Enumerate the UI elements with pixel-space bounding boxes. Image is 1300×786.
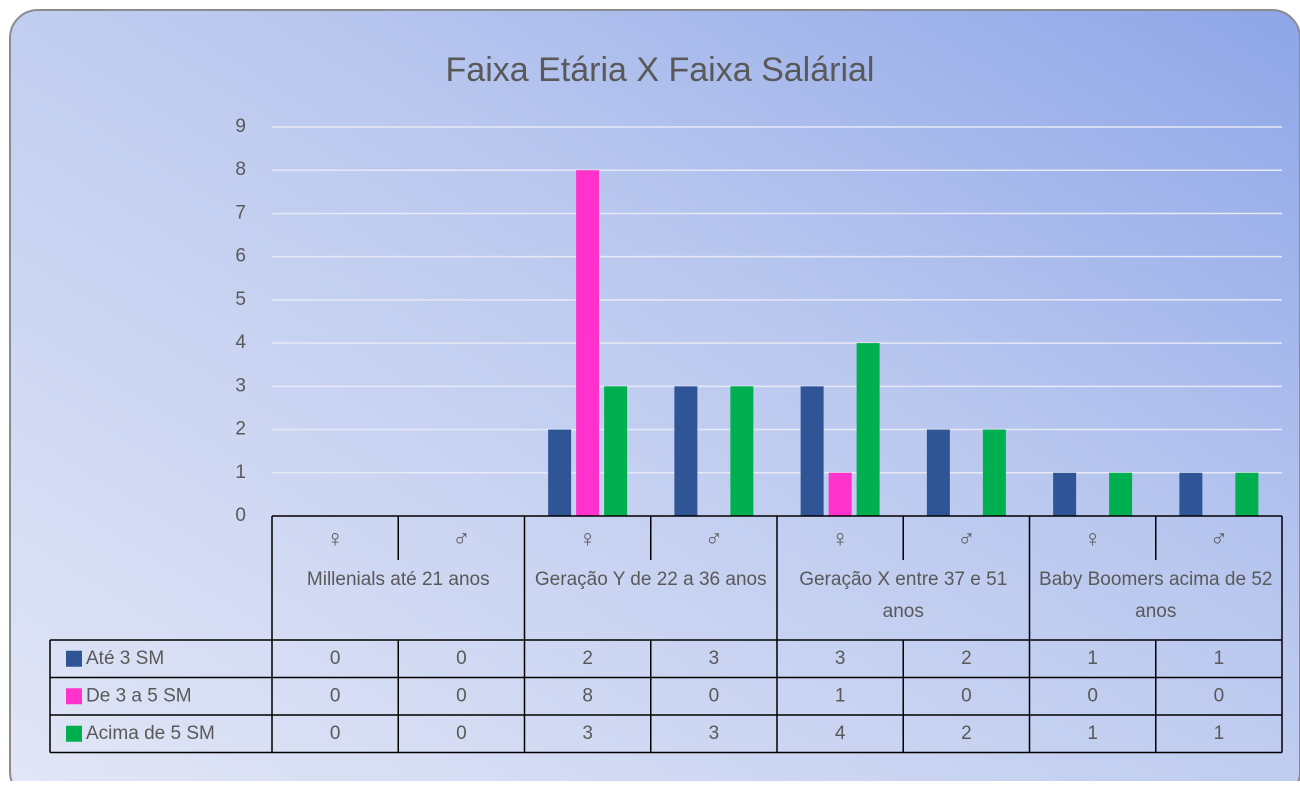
table-value: 0 [330,685,341,706]
y-tick-label: 4 [235,332,246,353]
x-tick-label: ♀ [1084,525,1102,552]
legend-key [66,725,82,742]
bar [604,386,628,516]
group-label-box: Geração Y de 22 a 36 anos [534,569,767,590]
bar [856,343,880,516]
table-value: 1 [1214,723,1225,744]
table-value: 3 [709,723,720,744]
bar [1179,472,1203,516]
x-tick-label: ♀ [831,525,849,552]
group-label: Geração Y de 22 a 36 anos [534,569,767,590]
group-label-box: Millenials até 21 anos [306,569,490,590]
table-value: 0 [456,648,467,669]
group-label: Millenials até 21 anos [306,569,490,590]
legend-key [66,688,82,705]
y-tick-label: 3 [235,375,246,396]
table-value: 3 [835,648,846,669]
table-value: 8 [582,685,593,706]
bar [730,386,754,516]
bar [926,429,950,516]
y-tick-label: 5 [235,289,246,310]
table-value: 0 [961,685,972,706]
table-value: 2 [961,723,972,744]
x-tick-label: ♂ [957,525,975,552]
x-tick-label: ♂ [1210,525,1228,552]
y-tick-label: 2 [235,419,246,440]
chart-title: Faixa Etária X Faixa Salárial [446,51,875,89]
legend-label: Acima de 5 SM [86,723,215,744]
table-value: 0 [709,685,720,706]
legend-label: De 3 a 5 SM [86,685,192,706]
table-value: 0 [456,723,467,744]
table-value: 0 [330,648,341,669]
table-value: 2 [961,648,972,669]
table-value: 0 [456,685,467,706]
y-tick-label: 7 [235,202,246,223]
y-tick-label: 0 [235,505,246,526]
bar [828,472,852,516]
x-tick-label: ♀ [579,525,597,552]
group-label: Geração X entre 37 e 51 anos [799,569,1008,622]
y-tick-label: 8 [235,159,246,180]
table-value: 0 [1087,685,1098,706]
table-value: 2 [582,648,593,669]
bar [1235,472,1259,516]
group-label-box: Geração X entre 37 e 51 anos [799,569,1008,622]
legend-key [66,650,82,667]
x-tick-label: ♂ [705,525,723,552]
bar [674,386,698,516]
table-value: 4 [835,723,846,744]
bar [982,429,1006,516]
group-label: Baby Boomers acima de 52 anos [1039,569,1273,622]
group-label-box: Baby Boomers acima de 52 anos [1039,569,1273,622]
table-value: 3 [709,648,720,669]
bar [576,170,600,516]
x-tick-label: ♀ [326,525,344,552]
bar [1109,472,1133,516]
table-value: 1 [1087,723,1098,744]
table-value: 1 [1214,648,1225,669]
table-value: 0 [330,723,341,744]
bar [548,429,572,516]
table-value: 1 [835,685,846,706]
bar [800,386,824,516]
y-tick-label: 6 [235,246,246,267]
table-value: 1 [1087,648,1098,669]
y-tick-label: 9 [235,116,246,137]
legend-label: Até 3 SM [86,648,164,669]
x-tick-label: ♂ [452,525,470,552]
table-value: 3 [582,723,593,744]
bar [1053,472,1077,516]
table-value: 0 [1214,685,1225,706]
y-tick-label: 1 [235,462,246,483]
chart-background [9,9,1300,786]
